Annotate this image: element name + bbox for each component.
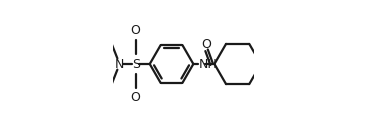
Text: O: O — [201, 38, 211, 51]
Text: O: O — [131, 24, 141, 37]
Text: O: O — [131, 91, 141, 104]
Text: S: S — [132, 57, 140, 71]
Text: N: N — [115, 57, 124, 71]
Text: NH: NH — [199, 57, 218, 71]
